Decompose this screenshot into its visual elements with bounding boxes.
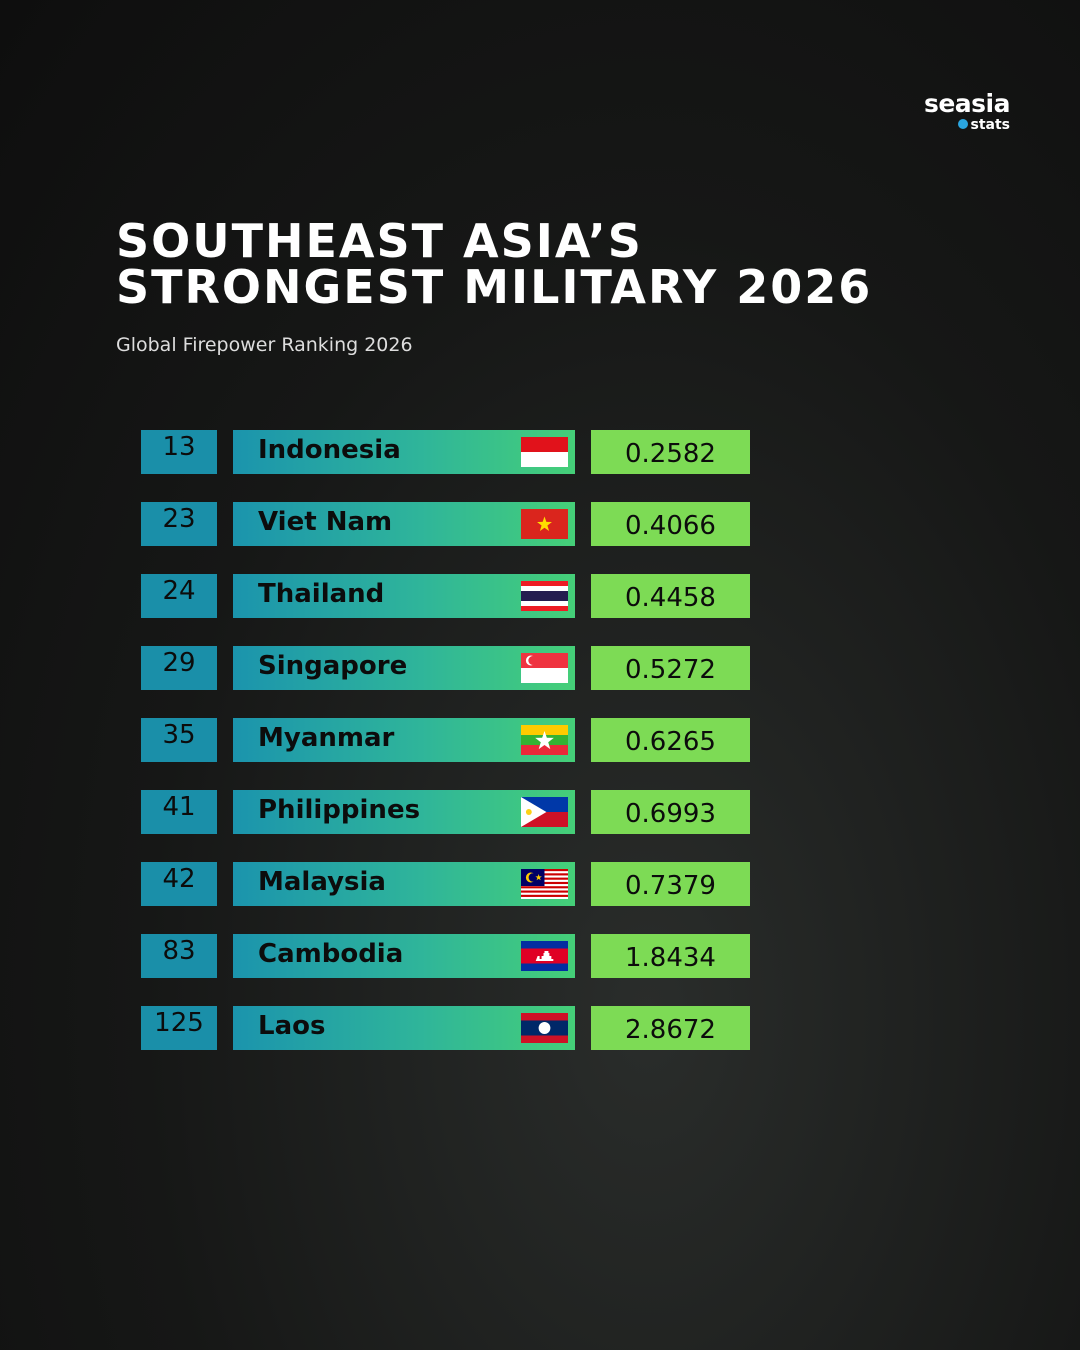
country-name: Myanmar	[258, 723, 395, 753]
title-line: STRONGEST MILITARY 2026	[116, 260, 873, 314]
flag	[521, 509, 568, 539]
brand-tagline: stats	[970, 117, 1011, 133]
rank-cell: 24	[141, 574, 217, 618]
table-row: 125 Laos 2.8672	[141, 1006, 750, 1050]
country-name: Cambodia	[258, 939, 404, 969]
country-cell: Viet Nam	[233, 502, 575, 546]
flag	[521, 941, 568, 971]
flag	[521, 1013, 568, 1043]
score-cell: 0.4458	[591, 574, 750, 618]
country-cell: Cambodia	[233, 934, 575, 978]
country-cell: Indonesia	[233, 430, 575, 474]
score-cell: 0.4066	[591, 502, 750, 546]
score-cell: 0.5272	[591, 646, 750, 690]
rank-cell: 29	[141, 646, 217, 690]
country-name: Laos	[258, 1011, 326, 1041]
flag	[521, 725, 568, 755]
rank-cell: 13	[141, 430, 217, 474]
title-line: SOUTHEAST ASIA’S	[116, 214, 643, 268]
rank-cell: 41	[141, 790, 217, 834]
country-cell: Malaysia	[233, 862, 575, 906]
table-row: 24 Thailand 0.4458	[141, 574, 750, 618]
brand-tagline-wrap: stats	[924, 118, 1010, 132]
score-cell: 1.8434	[591, 934, 750, 978]
country-cell: Myanmar	[233, 718, 575, 762]
table-row: 42 Malaysia 0.7379	[141, 862, 750, 906]
brand-dot	[957, 119, 968, 129]
score-cell: 0.6265	[591, 718, 750, 762]
subtitle: Global Firepower Ranking 2026	[116, 334, 413, 356]
flag	[521, 797, 568, 827]
table-row: 29 Singapore 0.5272	[141, 646, 750, 690]
score-cell: 0.6993	[591, 790, 750, 834]
country-cell: Philippines	[233, 790, 575, 834]
country-cell: Laos	[233, 1006, 575, 1050]
score-cell: 0.2582	[591, 430, 750, 474]
brand-logo: seasia stats	[923, 89, 1011, 133]
table-row: 83 Cambodia 1.8434	[141, 934, 750, 978]
flag	[521, 869, 568, 899]
score-cell: 0.7379	[591, 862, 750, 906]
brand-name: seasia	[923, 89, 1011, 118]
rank-cell: 83	[141, 934, 217, 978]
rank-cell: 23	[141, 502, 217, 546]
flag	[521, 437, 568, 467]
flag	[521, 653, 568, 683]
rank-cell: 35	[141, 718, 217, 762]
country-name: Malaysia	[258, 867, 386, 897]
score-cell: 2.8672	[591, 1006, 750, 1050]
flag	[521, 581, 568, 611]
rank-cell: 125	[141, 1006, 217, 1050]
table-row: 13 Indonesia 0.2582	[141, 430, 750, 474]
table-row: 23 Viet Nam 0.4066	[141, 502, 750, 546]
country-name: Singapore	[258, 651, 408, 681]
title: SOUTHEAST ASIA’S STRONGEST MILITARY 2026	[116, 218, 872, 310]
country-name: Viet Nam	[258, 507, 393, 537]
country-name: Philippines	[258, 795, 421, 825]
table-row: 35 Myanmar 0.6265	[141, 718, 750, 762]
country-cell: Singapore	[233, 646, 575, 690]
country-name: Indonesia	[258, 435, 401, 465]
rank-cell: 42	[141, 862, 217, 906]
country-cell: Thailand	[233, 574, 575, 618]
country-name: Thailand	[258, 579, 385, 609]
table-row: 41 Philippines 0.6993	[141, 790, 750, 834]
